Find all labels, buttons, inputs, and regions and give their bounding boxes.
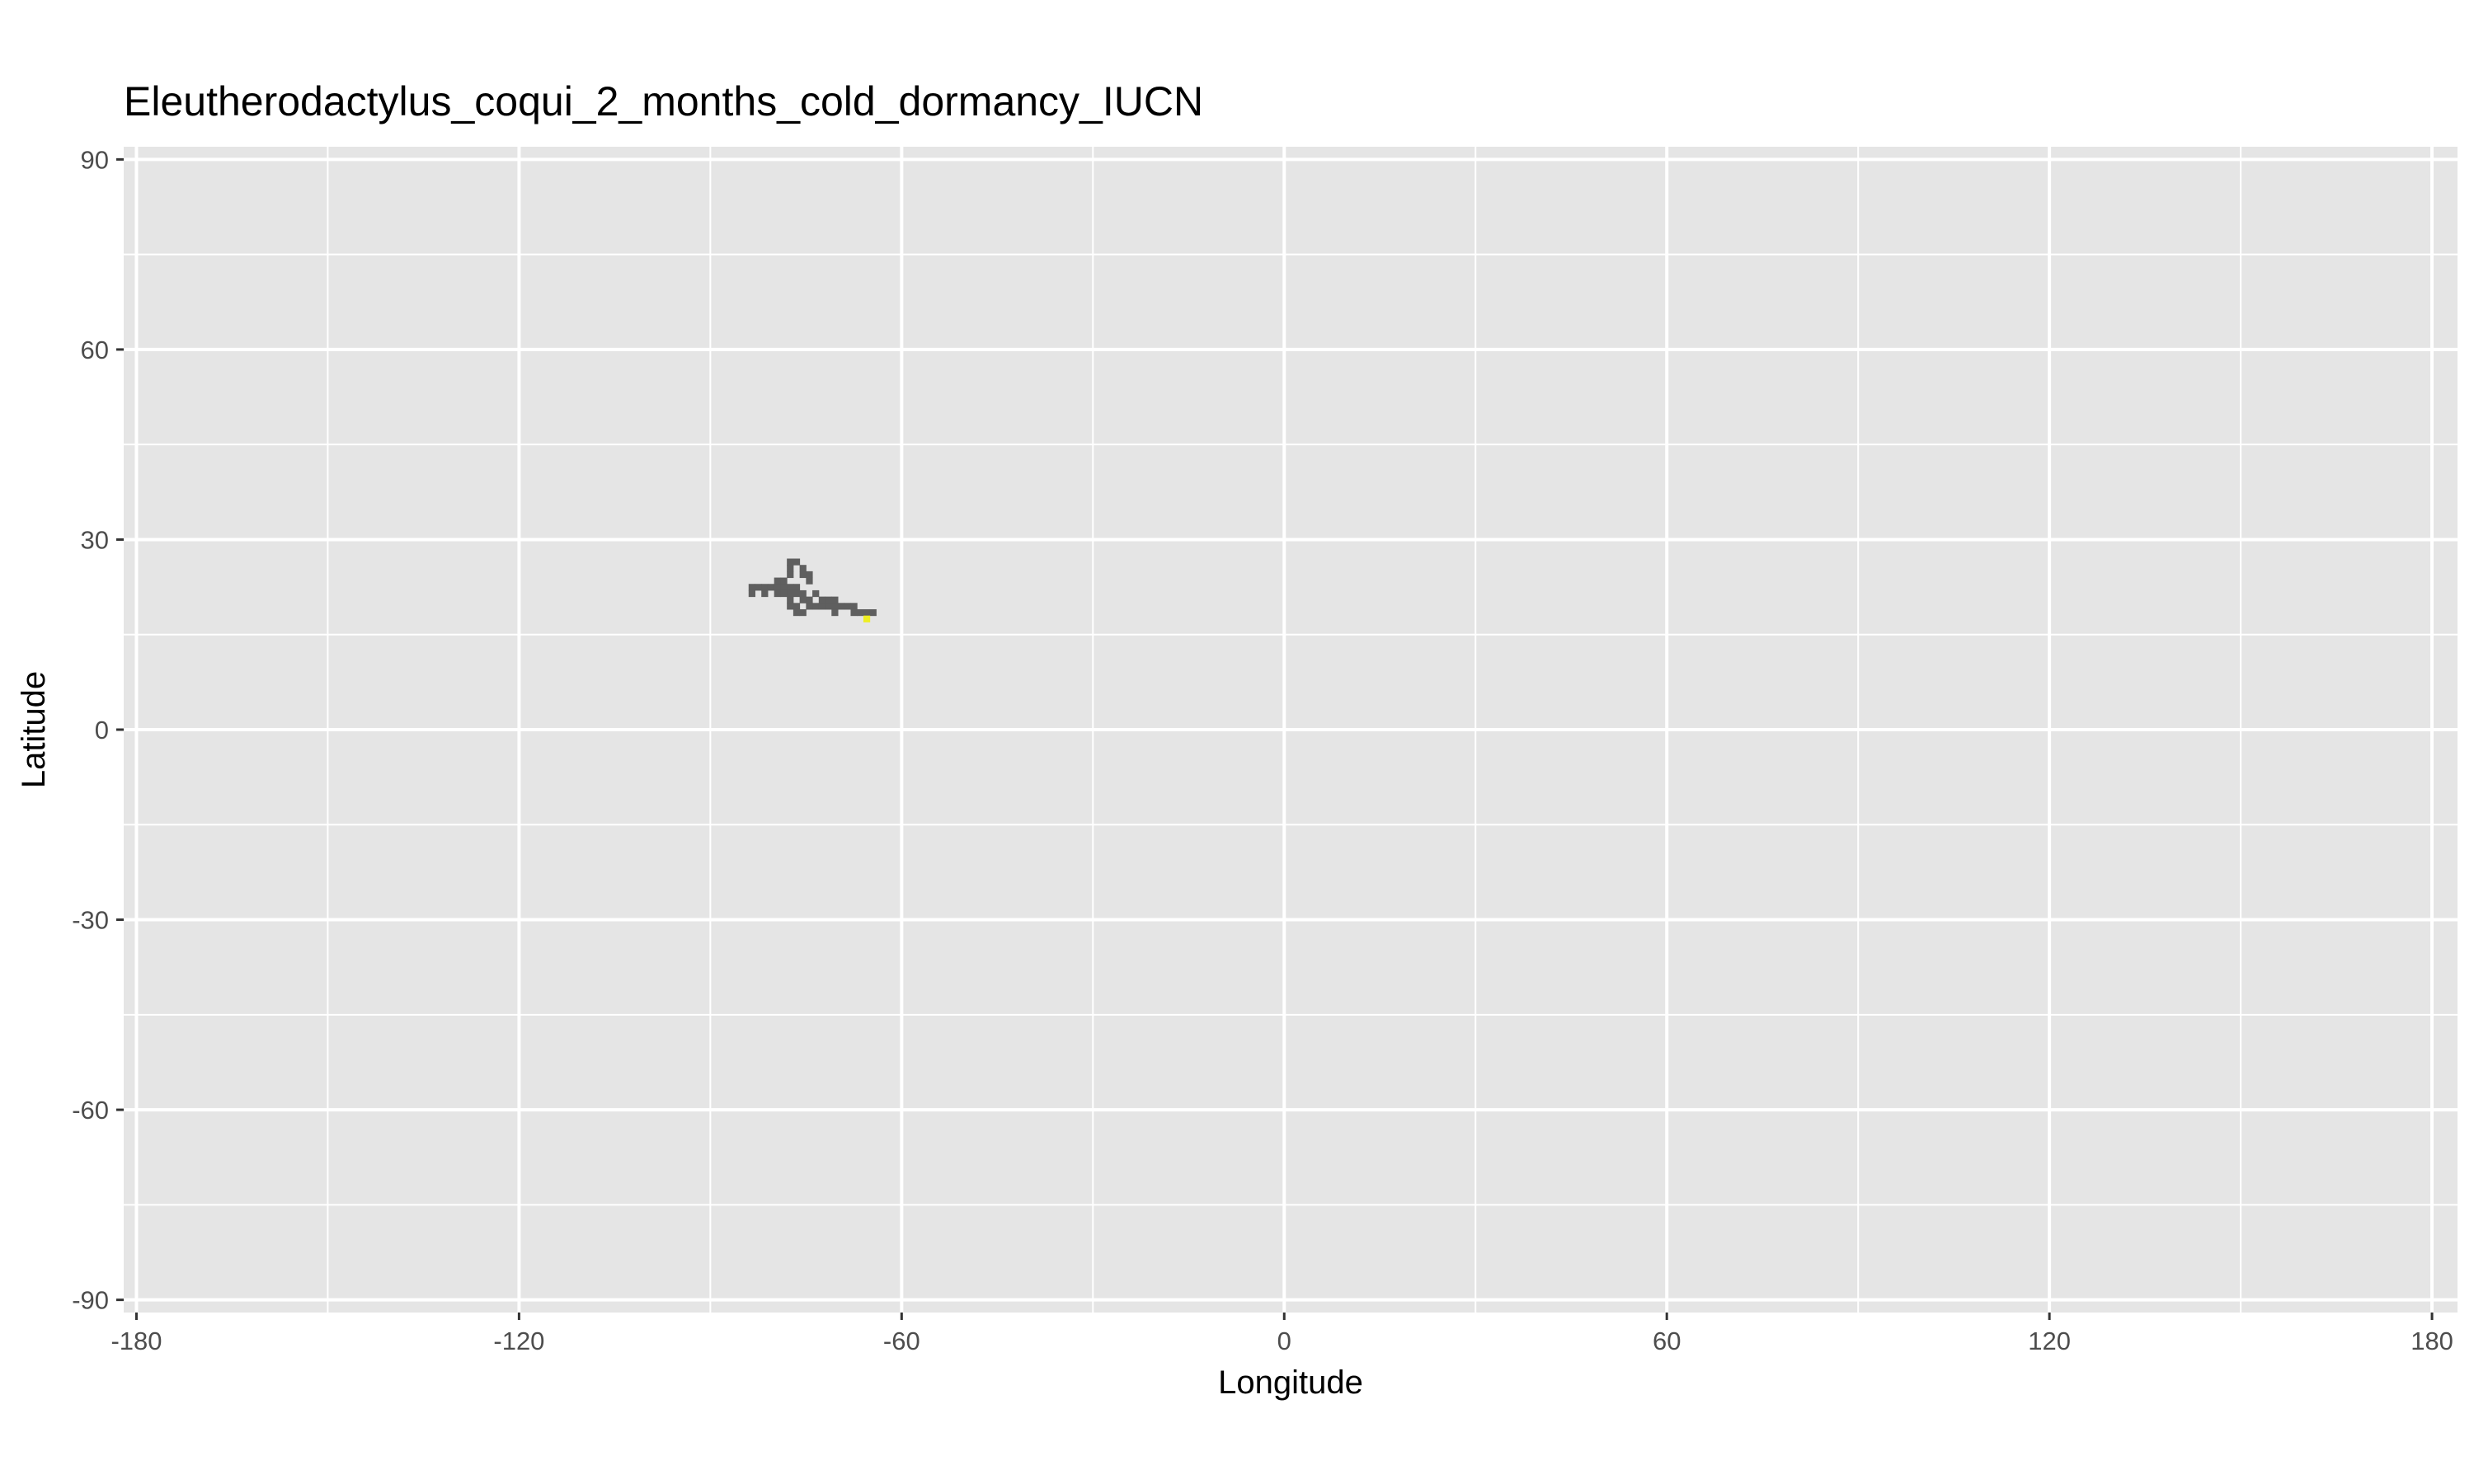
range-cell — [850, 608, 858, 617]
range-cell — [799, 608, 807, 617]
range-cell — [780, 577, 788, 585]
major-gridlines — [124, 147, 2458, 1313]
range-cell — [793, 589, 801, 598]
range-cell — [793, 558, 801, 566]
y-tick-label: 30 — [81, 525, 109, 554]
range-cell — [825, 596, 832, 603]
range-cell — [761, 589, 769, 598]
range-cell — [863, 608, 871, 617]
range-cell — [748, 589, 755, 598]
range-cell — [774, 577, 781, 585]
y-axis-title: Latitude — [16, 671, 52, 788]
range-cell — [793, 603, 801, 610]
y-tick-label: 0 — [95, 716, 109, 744]
x-tick-label: 120 — [2028, 1327, 2071, 1355]
range-cell — [774, 584, 781, 591]
x-axis-title: Longitude — [1218, 1364, 1363, 1401]
range-cell — [767, 584, 775, 591]
range-cell — [787, 558, 794, 566]
range-cell — [838, 603, 845, 610]
chart-title: Eleutherodactylus_coqui_2_months_cold_do… — [124, 78, 1203, 124]
range-cell — [812, 589, 820, 598]
range-cell — [780, 589, 788, 598]
range-cell — [806, 603, 813, 610]
range-cell — [787, 596, 794, 603]
axis-ticks — [116, 157, 2434, 1320]
y-tick-label: 90 — [81, 145, 109, 174]
range-cell — [787, 603, 794, 610]
range-cell — [806, 577, 813, 585]
y-tick-label: -60 — [72, 1096, 109, 1125]
range-cell — [825, 603, 832, 610]
range-cell — [780, 584, 788, 591]
x-axis-tick-labels: -180 -120 -60 0 60 120 180 — [111, 1327, 2453, 1355]
x-tick-label: -60 — [883, 1327, 920, 1355]
range-cell — [806, 596, 813, 603]
range-cell — [787, 571, 794, 579]
range-cell — [755, 584, 762, 591]
y-tick-label: 60 — [81, 336, 109, 364]
y-tick-label: -30 — [72, 906, 109, 935]
x-tick-label: 180 — [2411, 1327, 2453, 1355]
range-cell — [831, 608, 839, 617]
range-cell — [787, 589, 794, 598]
range-cell — [748, 584, 755, 591]
range-cell — [799, 571, 807, 579]
y-axis-tick-labels: -90 -60 -30 0 30 60 90 — [72, 145, 109, 1314]
x-tick-label: 0 — [1277, 1327, 1291, 1355]
range-cell — [850, 603, 858, 610]
range-cell — [831, 603, 839, 610]
range-cell — [818, 596, 826, 603]
range-cell — [774, 589, 781, 598]
range-cell — [787, 565, 794, 572]
range-cell — [831, 596, 839, 603]
range-cell — [793, 608, 801, 617]
range-cell — [844, 603, 851, 610]
range-cell — [818, 603, 826, 610]
range-cell — [857, 608, 864, 617]
range-cell — [799, 565, 807, 572]
range-cell — [812, 603, 820, 610]
x-tick-label: 60 — [1653, 1327, 1681, 1355]
range-cells — [748, 558, 877, 622]
range-cell — [787, 584, 794, 591]
y-tick-label: -90 — [72, 1286, 109, 1315]
range-cell — [806, 571, 813, 579]
range-cell — [869, 608, 877, 617]
range-cell — [793, 584, 801, 591]
x-tick-label: -120 — [493, 1327, 544, 1355]
range-cell — [761, 584, 769, 591]
range-cell — [799, 596, 807, 603]
highlight-cell — [863, 615, 871, 622]
x-tick-label: -180 — [111, 1327, 162, 1355]
range-cell — [799, 589, 807, 598]
